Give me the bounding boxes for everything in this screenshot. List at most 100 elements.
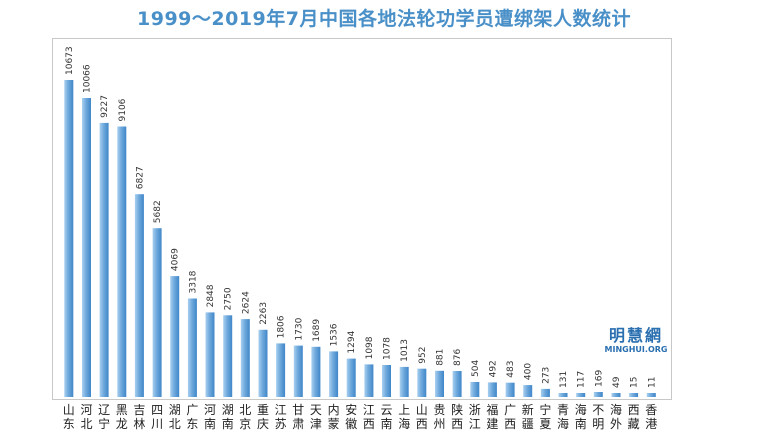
category-label-16-0: 安 (345, 402, 357, 417)
category-label-21-0: 贵 (433, 403, 445, 417)
bar-18 (382, 365, 391, 397)
value-label-29: 117 (577, 371, 587, 388)
category-label-5-1: 川 (151, 417, 163, 431)
bar-22 (452, 371, 462, 397)
value-label-28: 131 (559, 371, 569, 388)
value-label-15: 1536 (330, 323, 340, 346)
bar-31 (611, 393, 621, 397)
value-label-19: 1013 (400, 339, 410, 362)
bar-27 (540, 388, 550, 397)
category-label-15-1: 蒙 (328, 417, 340, 431)
bar-1 (82, 98, 91, 397)
watermark-main: 明慧網 (608, 326, 663, 345)
value-label-1: 10066 (83, 64, 93, 93)
bar-20 (417, 368, 427, 397)
bar-3 (117, 126, 127, 397)
category-label-24-1: 建 (486, 417, 498, 431)
category-label-15-0: 内 (328, 403, 340, 417)
bar-29 (576, 393, 586, 397)
chart-title: 1999～2019年7月中国各地法轮功学员遭绑架人数统计 (137, 8, 631, 30)
category-label-23-1: 江 (469, 417, 481, 431)
category-label-7-1: 东 (186, 417, 198, 431)
value-label-30: 169 (594, 370, 604, 387)
category-label-0-0: 山 (63, 403, 75, 417)
value-label-16: 1294 (347, 330, 357, 353)
value-label-31: 49 (612, 376, 622, 388)
bar-25 (505, 382, 515, 397)
category-label-29-1: 南 (575, 416, 587, 431)
bar-32 (629, 393, 639, 397)
bar-5 (152, 228, 162, 397)
value-label-26: 400 (524, 363, 534, 380)
bar-6 (170, 276, 180, 397)
value-label-22: 876 (453, 349, 463, 366)
category-label-1-1: 北 (80, 417, 92, 431)
category-label-22-1: 西 (451, 417, 463, 431)
category-label-2-0: 辽 (98, 403, 110, 417)
category-label-17-0: 江 (363, 403, 375, 417)
category-label-14-0: 天 (310, 403, 322, 417)
bar-26 (523, 385, 533, 397)
bar-7 (187, 298, 197, 397)
bar-12 (276, 343, 286, 397)
category-label-12-1: 苏 (275, 417, 287, 431)
value-label-9: 2750 (224, 287, 234, 310)
value-labels: 10673 10066 9227 9106 6827 5682 4069 3318 2848 27… (65, 46, 657, 388)
bar-0 (64, 80, 74, 397)
bar-24 (487, 382, 497, 397)
category-label-19-0: 上 (398, 403, 410, 417)
category-label-8-0: 河 (204, 403, 216, 417)
value-label-4: 6827 (135, 166, 145, 189)
category-label-6-1: 北 (169, 417, 181, 431)
bar-11 (258, 329, 268, 397)
bar-23 (470, 382, 480, 397)
category-label-3-1: 龙 (116, 417, 128, 431)
value-label-20: 952 (418, 347, 428, 364)
category-label-9-1: 南 (222, 416, 234, 431)
category-label-28-1: 海 (557, 416, 569, 431)
category-label-31-0: 海 (610, 402, 622, 417)
bar-8 (205, 312, 215, 397)
category-label-22-0: 陕 (451, 402, 463, 417)
bars-layer (64, 80, 656, 398)
value-label-18: 1078 (383, 337, 393, 360)
category-label-28-0: 青 (557, 403, 569, 417)
value-label-10: 2624 (241, 291, 251, 314)
category-label-6-0: 湖 (169, 402, 181, 417)
bar-19 (399, 366, 409, 397)
value-label-24: 492 (488, 360, 498, 377)
category-label-33-1: 港 (645, 417, 657, 431)
category-label-5-0: 四 (151, 403, 163, 417)
category-label-20-0: 山 (416, 403, 428, 417)
category-label-23-0: 浙 (469, 403, 481, 417)
category-label-32-0: 西 (628, 403, 640, 417)
bar-13 (293, 345, 303, 397)
value-label-17: 1098 (365, 336, 375, 359)
category-label-13-0: 甘 (292, 403, 304, 417)
category-label-30-1: 明 (592, 417, 604, 431)
bar-4 (134, 194, 144, 397)
category-label-0-1: 东 (63, 417, 75, 431)
value-label-23: 504 (471, 360, 481, 377)
category-label-16-1: 徽 (345, 416, 357, 431)
bar-21 (435, 370, 444, 397)
bar-16 (346, 358, 356, 397)
category-label-33-0: 香 (645, 403, 657, 417)
bar-17 (364, 364, 374, 397)
bar-9 (223, 315, 233, 397)
bar-30 (593, 392, 603, 397)
category-label-8-1: 南 (204, 416, 216, 431)
category-label-7-0: 广 (186, 403, 198, 417)
category-label-24-0: 福 (486, 402, 498, 417)
value-label-25: 483 (506, 361, 516, 378)
category-label-25-0: 广 (504, 403, 516, 417)
value-label-14: 1689 (312, 319, 322, 342)
category-label-18-1: 南 (380, 416, 392, 431)
category-label-30-0: 不 (592, 403, 604, 417)
watermark-sub: MINGHUI.ORG (604, 345, 668, 354)
minghui-watermark: 明慧網 MINGHUI.ORG (593, 327, 679, 355)
value-label-27: 273 (541, 367, 551, 384)
category-label-26-1: 疆 (522, 417, 534, 431)
category-label-21-1: 州 (433, 417, 445, 431)
